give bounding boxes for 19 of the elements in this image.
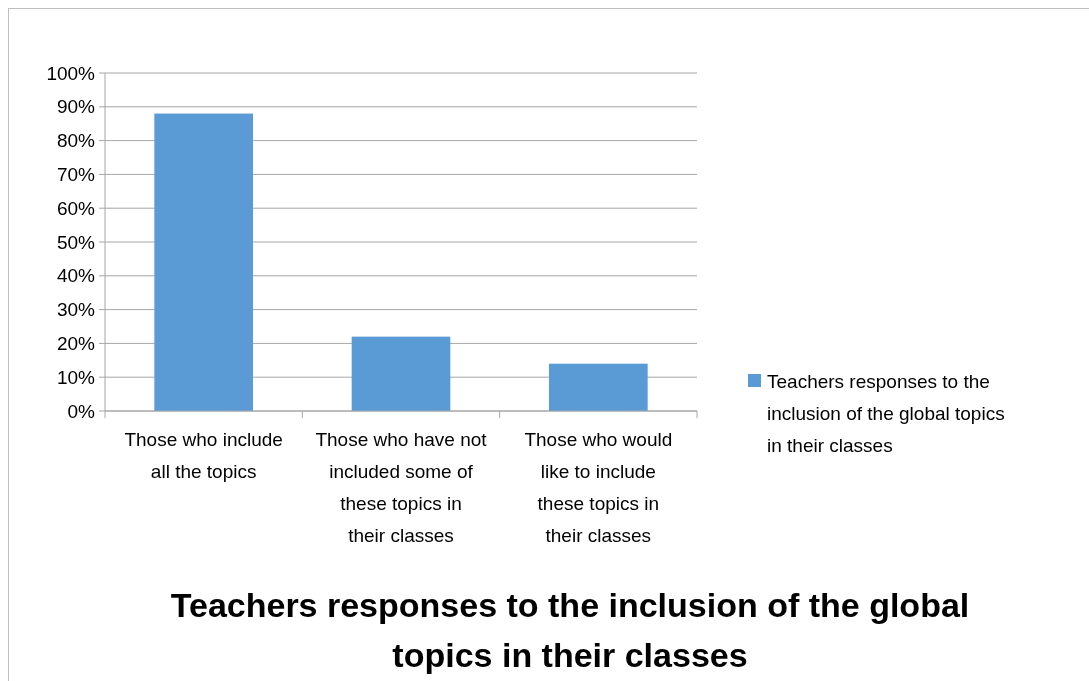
legend-label: Teachers responses to the inclusion of the global topics in their classes [767, 370, 1005, 456]
x-tick-label: Those who have not included some of these topics in their classes [315, 429, 488, 546]
y-tick-label: 30% [56, 299, 96, 321]
y-tick-label: 10% [56, 366, 96, 388]
text: Teachers responses to the inclusion of the global topics in their classes [170, 586, 970, 674]
y-tick-label: 70% [56, 164, 96, 186]
bar [549, 363, 648, 411]
y-tick-label: 80% [56, 130, 96, 152]
y-tick-label: 100% [46, 62, 96, 84]
x-tick-label: Those who would like to include these topics in their classes [524, 429, 673, 546]
x-tick-label: Those who include all the topics [124, 429, 283, 482]
y-tick-label: 0% [67, 400, 96, 422]
y-tick-label: 50% [56, 231, 96, 253]
bar [351, 336, 451, 411]
y-tick-label: 90% [56, 96, 96, 118]
y-tick-label: 40% [56, 265, 96, 287]
bar [154, 113, 253, 411]
y-tick-label: 20% [56, 333, 96, 355]
y-tick-label: 60% [56, 197, 96, 219]
